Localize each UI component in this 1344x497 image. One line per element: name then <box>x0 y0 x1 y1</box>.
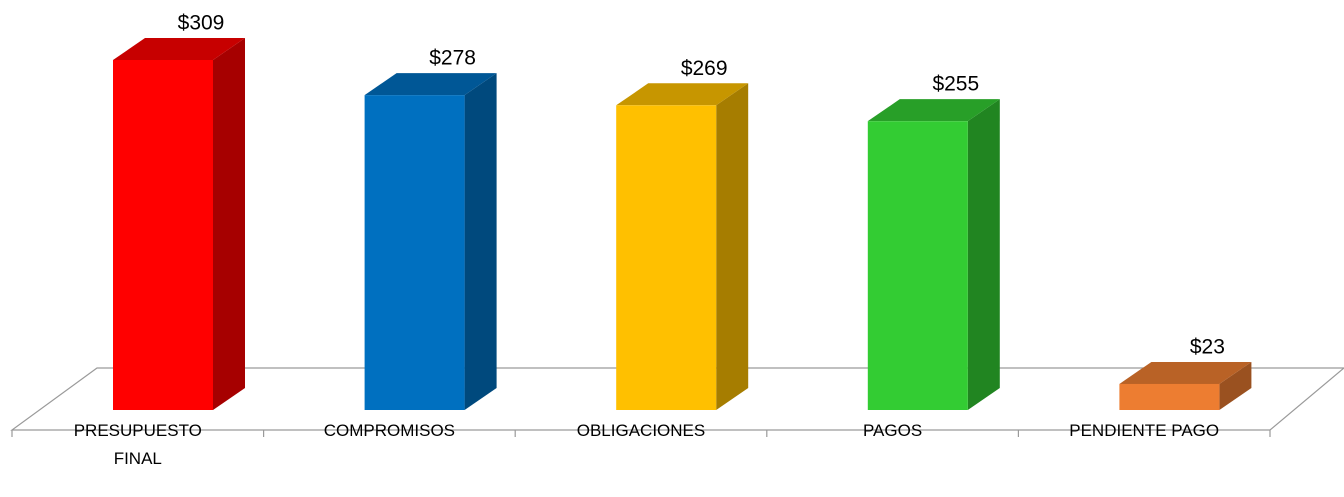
bar-side <box>967 99 1000 411</box>
bar <box>364 73 497 410</box>
data-label: $255 <box>932 73 979 96</box>
data-label: $269 <box>681 57 728 80</box>
floor <box>10 367 1344 431</box>
bar-side <box>464 73 497 410</box>
bar <box>616 83 749 411</box>
bar-top <box>113 38 245 60</box>
x-tick-label: PRESUPUESTO FINAL <box>73 421 202 468</box>
bar-top <box>364 73 497 96</box>
x-tick-label: PENDIENTE PAGO <box>1069 421 1220 440</box>
bar-side <box>716 83 749 411</box>
bar-side <box>213 38 245 410</box>
x-tick-label: COMPROMISOS <box>323 421 456 440</box>
bar-side <box>1219 361 1252 410</box>
bar <box>113 38 245 410</box>
bar-front <box>867 121 968 411</box>
bar-front <box>113 60 213 410</box>
bar <box>1119 361 1252 410</box>
bar-top <box>867 99 1000 122</box>
data-label: $309 <box>178 12 225 35</box>
bar-front <box>1119 383 1220 410</box>
bar-front <box>616 105 717 411</box>
bar <box>867 99 1000 411</box>
bar-top <box>1119 361 1252 384</box>
x-tick-label: OBLIGACIONES <box>576 421 706 440</box>
data-label: $278 <box>429 47 476 70</box>
bar-front <box>364 95 465 410</box>
data-label: $23 <box>1190 335 1225 358</box>
bar-top <box>616 83 749 106</box>
x-tick-label: PAGOS <box>862 421 923 440</box>
